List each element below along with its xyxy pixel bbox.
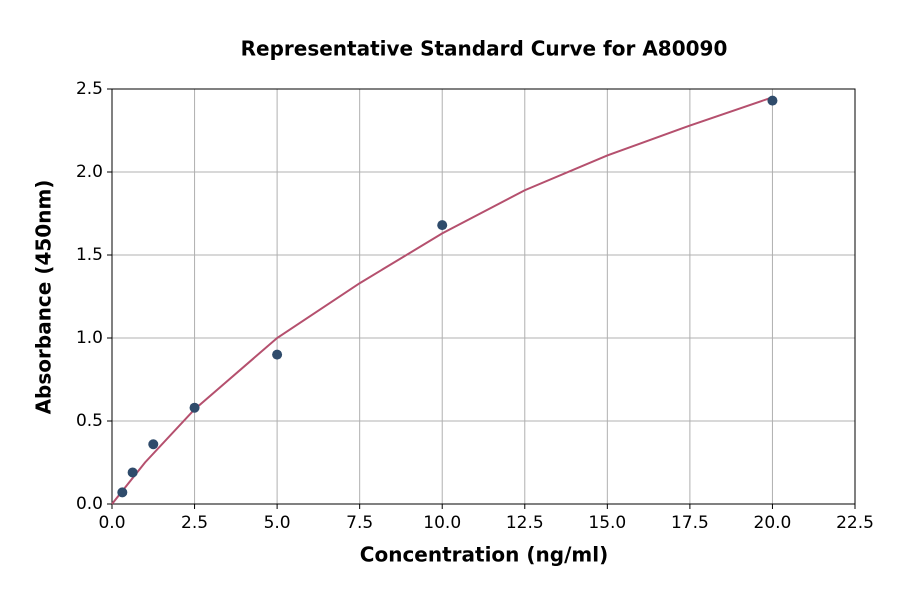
y-tick-label: 0.5: [76, 411, 103, 431]
x-tick-label: 10.0: [423, 513, 461, 533]
y-tick-label: 2.5: [76, 79, 103, 99]
x-tick-label: 17.5: [671, 513, 709, 533]
x-axis-label: Concentration (ng/ml): [360, 543, 608, 567]
y-tick-label: 1.0: [76, 328, 103, 348]
x-tick-label: 22.5: [836, 513, 874, 533]
y-tick-label: 2.0: [76, 162, 103, 182]
x-tick-label: 7.5: [346, 513, 373, 533]
y-tick-label: 1.5: [76, 245, 103, 265]
x-tick-label: 2.5: [181, 513, 208, 533]
x-tick-label: 0.0: [98, 513, 125, 533]
x-tick-label: 5.0: [264, 513, 291, 533]
chart-title: Representative Standard Curve for A80090: [241, 37, 728, 61]
x-tick-label: 15.0: [588, 513, 626, 533]
data-point: [437, 220, 448, 231]
data-point: [189, 402, 200, 413]
data-point: [117, 487, 128, 498]
x-tick-label: 12.5: [506, 513, 544, 533]
data-point: [148, 439, 159, 450]
y-axis-label: Absorbance (450nm): [32, 180, 56, 415]
data-point: [127, 467, 138, 478]
y-tick-label: 0.0: [76, 494, 103, 514]
plot-frame: [111, 88, 856, 505]
fit-curve: [111, 96, 773, 505]
data-point: [767, 95, 778, 106]
data-point: [272, 349, 283, 360]
x-tick-label: 20.0: [754, 513, 792, 533]
